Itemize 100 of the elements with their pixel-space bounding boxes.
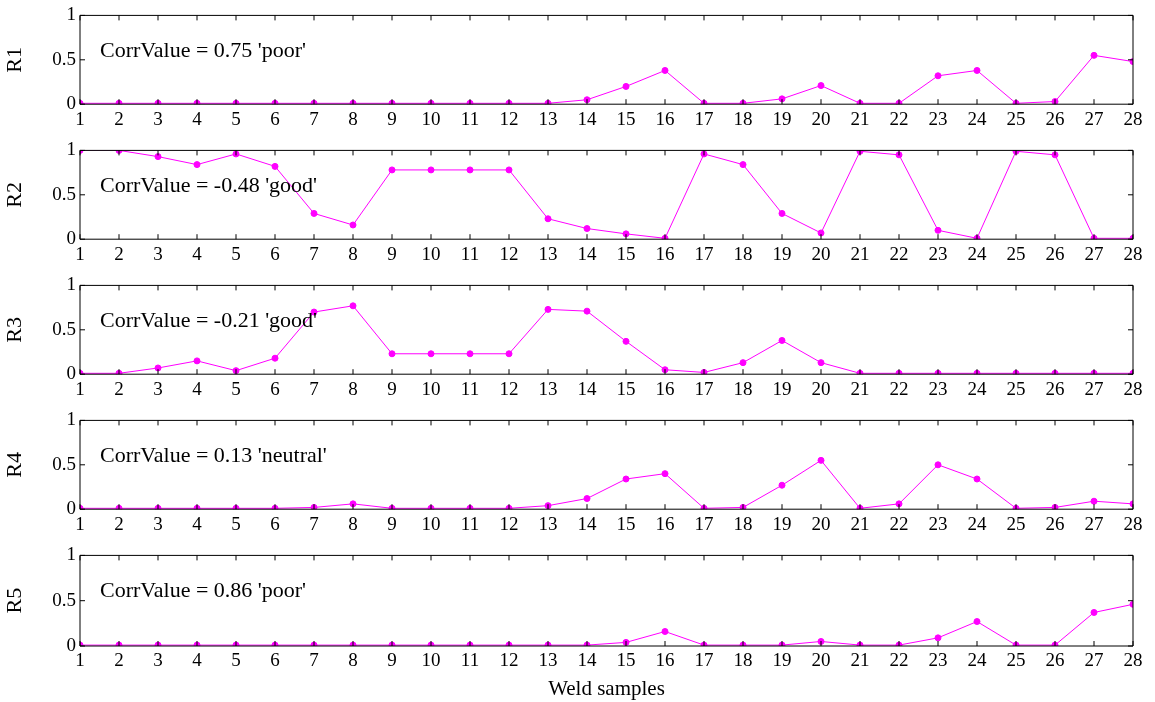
x-tick-label: 14 bbox=[577, 107, 597, 129]
y-tick-label: 0.5 bbox=[52, 182, 76, 204]
x-tick-label: 25 bbox=[1006, 512, 1026, 534]
x-tick-label: 3 bbox=[153, 107, 163, 129]
x-tick-label: 11 bbox=[460, 377, 480, 399]
x-tick-label: 6 bbox=[270, 107, 280, 129]
x-tick-label: 13 bbox=[538, 649, 558, 671]
x-tick-label: 8 bbox=[348, 107, 358, 129]
x-tick-label: 20 bbox=[811, 649, 831, 671]
x-tick-label: 13 bbox=[538, 242, 558, 264]
x-tick-label: 19 bbox=[772, 649, 792, 671]
x-tick-label: 24 bbox=[967, 107, 987, 129]
x-tick-label: 17 bbox=[694, 512, 714, 534]
x-tick-label: 20 bbox=[811, 512, 831, 534]
x-tick-label: 3 bbox=[153, 377, 163, 399]
y-tick-label: 0 bbox=[66, 497, 76, 519]
x-tick-label: 16 bbox=[655, 107, 675, 129]
y-tick-label: 0.5 bbox=[52, 317, 76, 339]
x-tick-label: 13 bbox=[538, 107, 558, 129]
x-axis-title: Weld samples bbox=[548, 675, 665, 700]
y-tick-label: 0 bbox=[66, 633, 76, 655]
x-tick-label: 23 bbox=[928, 649, 948, 671]
x-tick-label: 20 bbox=[811, 377, 831, 399]
x-tick-label: 8 bbox=[348, 512, 358, 534]
y-axis-title: R2 bbox=[0, 181, 26, 208]
x-tick-label: 19 bbox=[772, 512, 792, 534]
y-axis-title: R1 bbox=[0, 46, 26, 73]
y-tick-label: 1 bbox=[66, 3, 76, 25]
x-tick-label: 17 bbox=[694, 107, 714, 129]
x-tick-label: 21 bbox=[850, 649, 870, 671]
x-tick-label: 23 bbox=[928, 377, 948, 399]
x-tick-label: 14 bbox=[577, 649, 597, 671]
x-tick-label: 23 bbox=[928, 107, 948, 129]
x-tick-label: 25 bbox=[1006, 242, 1026, 264]
x-tick-label: 2 bbox=[114, 377, 124, 399]
x-tick-label: 22 bbox=[889, 649, 909, 671]
x-tick-label: 25 bbox=[1006, 107, 1026, 129]
x-tick-label: 7 bbox=[309, 512, 319, 534]
x-tick-label: 22 bbox=[889, 107, 909, 129]
x-tick-label: 22 bbox=[889, 242, 909, 264]
x-tick-label: 15 bbox=[616, 512, 636, 534]
x-tick-label: 5 bbox=[231, 377, 241, 399]
x-tick-label: 21 bbox=[850, 377, 870, 399]
x-tick-label: 25 bbox=[1006, 649, 1026, 671]
annotation: CorrValue = 0.86 'poor' bbox=[100, 577, 307, 603]
y-tick-label: 1 bbox=[66, 408, 76, 430]
x-tick-label: 9 bbox=[387, 377, 397, 399]
y-axis-title: R4 bbox=[0, 451, 26, 478]
x-tick-label: 17 bbox=[694, 242, 714, 264]
x-tick-label: 12 bbox=[499, 512, 519, 534]
x-tick-label: 21 bbox=[850, 242, 870, 264]
x-tick-label: 22 bbox=[889, 512, 909, 534]
x-tick-label: 4 bbox=[192, 242, 203, 264]
y-tick-label: 1 bbox=[66, 543, 76, 565]
x-tick-label: 21 bbox=[850, 512, 870, 534]
y-axis-title: R3 bbox=[0, 316, 26, 343]
y-tick-label: 0 bbox=[66, 92, 76, 114]
x-tick-label: 7 bbox=[309, 649, 319, 671]
x-tick-label: 12 bbox=[499, 377, 519, 399]
x-tick-label: 20 bbox=[811, 242, 831, 264]
x-tick-label: 23 bbox=[928, 512, 948, 534]
x-tick-label: 2 bbox=[114, 649, 124, 671]
x-tick-label: 25 bbox=[1006, 377, 1026, 399]
x-tick-label: 27 bbox=[1084, 242, 1104, 264]
x-tick-label: 24 bbox=[967, 377, 987, 399]
x-tick-label: 26 bbox=[1045, 107, 1065, 129]
x-tick-label: 18 bbox=[733, 512, 753, 534]
x-tick-label: 28 bbox=[1123, 242, 1143, 264]
x-tick-label: 6 bbox=[270, 242, 280, 264]
x-tick-label: 10 bbox=[421, 242, 441, 264]
y-axis-title: R5 bbox=[0, 587, 26, 614]
x-tick-label: 21 bbox=[850, 107, 870, 129]
x-tick-label: 26 bbox=[1045, 377, 1065, 399]
x-tick-label: 28 bbox=[1123, 512, 1143, 534]
x-tick-label: 17 bbox=[694, 649, 714, 671]
x-tick-label: 24 bbox=[967, 512, 987, 534]
x-tick-label: 2 bbox=[114, 107, 124, 129]
x-tick-label: 11 bbox=[460, 107, 480, 129]
x-tick-label: 22 bbox=[889, 377, 909, 399]
x-tick-label: 28 bbox=[1123, 107, 1143, 129]
y-tick-label: 0.5 bbox=[52, 47, 76, 69]
x-tick-label: 26 bbox=[1045, 242, 1065, 264]
x-tick-label: 24 bbox=[967, 649, 987, 671]
x-tick-label: 9 bbox=[387, 242, 397, 264]
x-tick-label: 9 bbox=[387, 512, 397, 534]
x-tick-label: 27 bbox=[1084, 377, 1104, 399]
x-tick-label: 18 bbox=[733, 242, 753, 264]
x-tick-label: 15 bbox=[616, 649, 636, 671]
x-tick-label: 27 bbox=[1084, 512, 1104, 534]
y-tick-label: 0.5 bbox=[52, 588, 76, 610]
x-tick-label: 16 bbox=[655, 377, 675, 399]
x-tick-label: 14 bbox=[577, 377, 597, 399]
x-tick-label: 14 bbox=[577, 512, 597, 534]
x-tick-label: 8 bbox=[348, 377, 358, 399]
x-tick-label: 26 bbox=[1045, 512, 1065, 534]
x-tick-label: 7 bbox=[309, 107, 319, 129]
x-tick-label: 10 bbox=[421, 107, 441, 129]
x-tick-label: 2 bbox=[114, 512, 124, 534]
annotation: CorrValue = 0.75 'poor' bbox=[100, 36, 307, 62]
x-tick-label: 10 bbox=[421, 377, 441, 399]
